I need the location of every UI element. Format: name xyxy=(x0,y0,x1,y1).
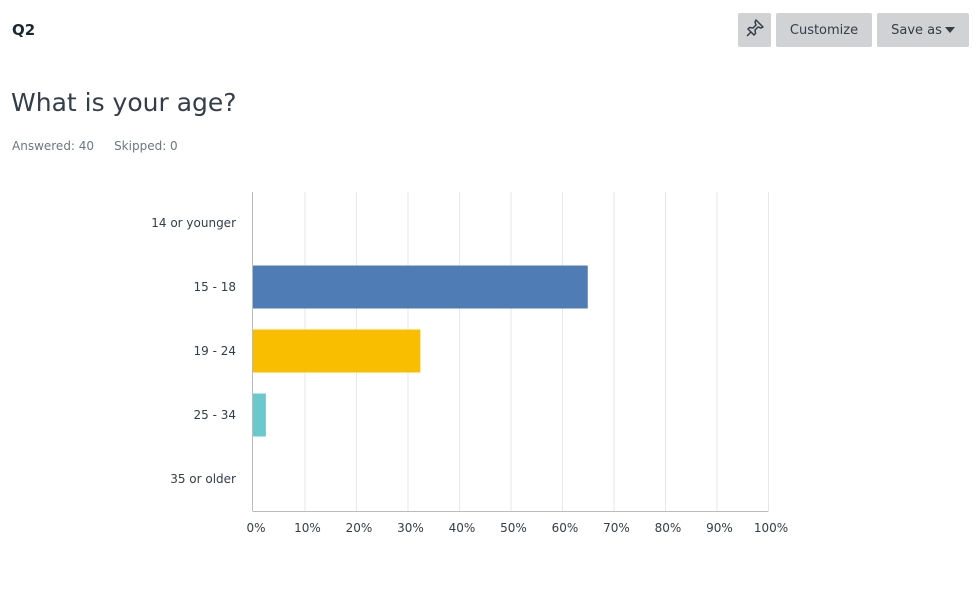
save-as-label: Save as xyxy=(891,22,942,38)
x-tick-label: 50% xyxy=(500,521,527,535)
bar xyxy=(253,393,266,437)
customize-button[interactable]: Customize xyxy=(776,13,872,47)
x-tick-label: 0% xyxy=(246,521,265,535)
response-stats: Answered: 40 Skipped: 0 xyxy=(12,139,178,153)
question-title: What is your age? xyxy=(11,88,237,117)
customize-label: Customize xyxy=(789,22,859,38)
x-tick-label: 100% xyxy=(754,521,788,535)
x-tick-label: 70% xyxy=(603,521,630,535)
chevron-down-icon xyxy=(944,27,955,33)
question-number: Q2 xyxy=(12,21,36,39)
x-tick-label: 40% xyxy=(449,521,476,535)
x-tick-label: 30% xyxy=(397,521,424,535)
pin-icon xyxy=(745,18,765,42)
y-category-label: 35 or older xyxy=(170,472,236,486)
y-category-label: 25 - 34 xyxy=(194,408,237,422)
answered-count: Answered: 40 xyxy=(12,139,95,153)
pin-button[interactable] xyxy=(738,13,771,47)
bar xyxy=(253,329,421,373)
y-category-label: 14 or younger xyxy=(151,216,236,230)
x-tick-label: 80% xyxy=(655,521,682,535)
y-category-label: 19 - 24 xyxy=(194,344,237,358)
y-category-label: 15 - 18 xyxy=(194,280,237,294)
x-tick-label: 90% xyxy=(706,521,733,535)
bar xyxy=(253,265,588,309)
x-tick-label: 10% xyxy=(294,521,321,535)
skipped-count: Skipped: 0 xyxy=(114,139,178,153)
x-tick-label: 20% xyxy=(346,521,373,535)
save-as-button[interactable]: Save as xyxy=(877,13,969,47)
x-tick-label: 60% xyxy=(552,521,579,535)
